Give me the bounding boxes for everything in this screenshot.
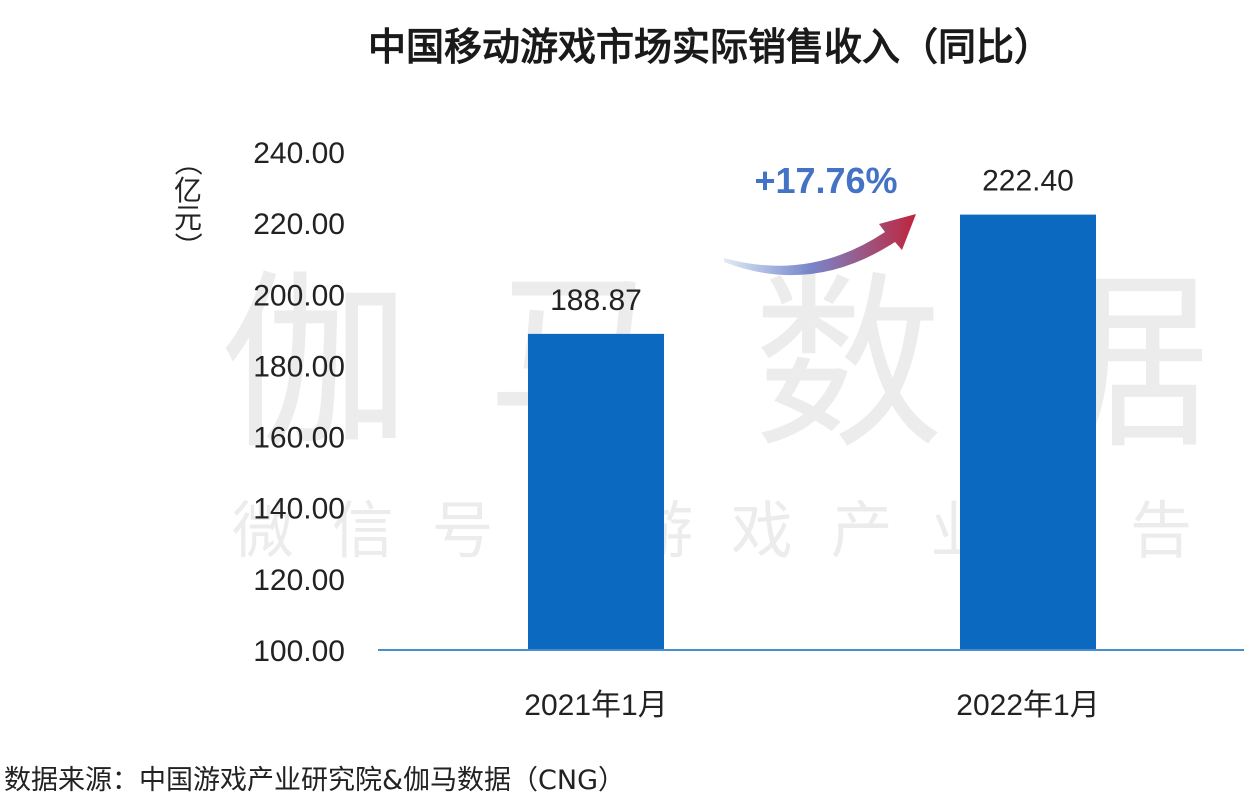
y-axis-label-char: （ <box>171 148 204 176</box>
growth-arrow-icon <box>724 214 916 276</box>
bar-2 <box>960 214 1096 650</box>
bar-1 <box>528 333 664 650</box>
data-source: 数据来源：中国游戏产业研究院&伽马数据（CNG） <box>4 765 626 796</box>
growth-annotation: +17.76% <box>724 160 916 276</box>
y-tick-label: 100.00 <box>253 635 345 668</box>
y-tick-label: 120.00 <box>253 564 345 597</box>
y-tick-label: 180.00 <box>253 350 345 383</box>
x-axis-categories: 2021年1月 2022年1月 <box>524 689 1099 722</box>
bar-value-label: 222.40 <box>982 165 1074 198</box>
growth-label: +17.76% <box>754 160 897 201</box>
y-tick-label: 220.00 <box>253 208 345 241</box>
y-tick-label: 240.00 <box>253 137 345 170</box>
chart-title: 中国移动游戏市场实际销售收入（同比） <box>368 25 1052 69</box>
y-axis-label: （亿元） <box>171 148 204 260</box>
x-category-label: 2022年1月 <box>956 689 1099 722</box>
bars: 188.87 222.40 <box>528 165 1096 650</box>
y-tick-label: 140.00 <box>253 493 345 526</box>
y-axis-label-char: 亿 <box>174 174 202 207</box>
y-axis-label-char: 元 <box>174 202 202 235</box>
x-category-label: 2021年1月 <box>524 689 667 722</box>
y-axis-ticks: 100.00 120.00 140.00 160.00 180.00 200.00 220.… <box>253 137 345 668</box>
y-tick-label: 200.00 <box>253 279 345 312</box>
y-tick-label: 160.00 <box>253 422 345 455</box>
bar-value-label: 188.87 <box>550 284 642 317</box>
y-axis-label-char: ） <box>171 232 204 260</box>
